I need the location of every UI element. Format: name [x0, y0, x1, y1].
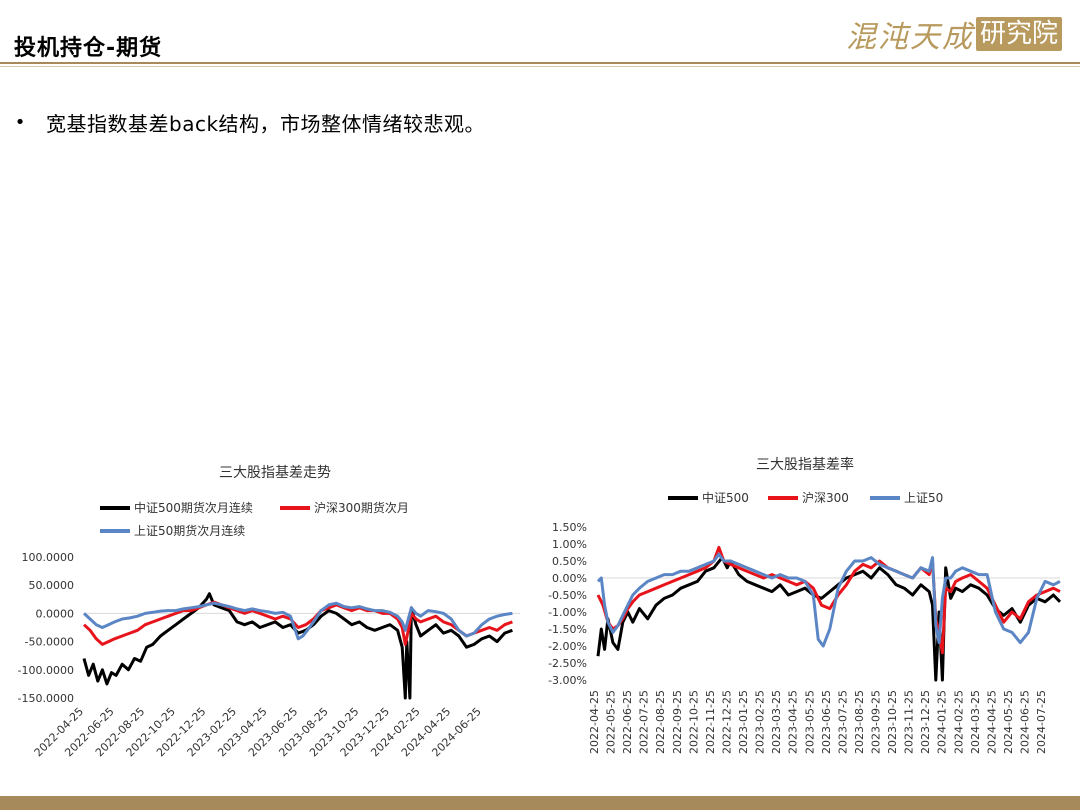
y-tick-label: -50.0000	[25, 636, 74, 649]
bullet-dot: •	[14, 112, 26, 133]
x-tick-label: 2022-06-25	[621, 690, 634, 754]
y-tick-label: -100.0000	[18, 664, 74, 677]
y-tick-label: 50.0000	[29, 579, 75, 592]
x-tick-label: 2023-02-25	[754, 690, 767, 754]
x-tick-label: 2022-11-25	[704, 690, 717, 754]
legend-label: 沪深300	[802, 491, 849, 505]
y-tick-label: -3.00%	[548, 674, 587, 687]
y-tick-label: -2.50%	[548, 657, 587, 670]
y-tick-label: 0.50%	[552, 555, 587, 568]
series-line-0	[596, 556, 1062, 682]
legend-label: 上证50	[904, 491, 943, 505]
x-tick-label: 2024-04-25	[985, 690, 998, 754]
y-tick-label: 100.0000	[22, 551, 75, 564]
x-tick-label: 2023-08-25	[853, 690, 866, 754]
x-tick-label: 2022-09-25	[671, 690, 684, 754]
y-tick-label: -2.00%	[548, 640, 587, 653]
footer-bar	[0, 796, 1080, 810]
brand-logo-text: 混沌天成	[846, 20, 974, 55]
chart-title: 三大股指基差走势	[219, 464, 331, 481]
y-tick-label: 0.0000	[36, 607, 75, 620]
header-divider-thin	[0, 66, 1080, 67]
y-tick-label: -150.0000	[18, 692, 74, 705]
x-tick-label: 2024-02-25	[952, 690, 965, 754]
series-line-2	[82, 601, 513, 641]
x-tick-label: 2023-12-25	[919, 690, 932, 754]
series-line-1	[596, 545, 1061, 655]
x-tick-label: 2023-09-25	[870, 690, 883, 754]
header-divider	[0, 62, 1080, 64]
y-tick-label: 1.50%	[552, 521, 587, 534]
x-tick-label: 2023-03-25	[770, 690, 783, 754]
y-tick-label: -0.50%	[548, 589, 587, 602]
x-tick-label: 2024-01-25	[936, 690, 949, 754]
x-tick-label: 2022-10-25	[687, 690, 700, 754]
x-tick-label: 2024-05-25	[1002, 690, 1015, 754]
legend-label: 上证50期货次月连续	[134, 523, 245, 538]
legend-label: 中证500期货次月连续	[134, 500, 253, 515]
x-tick-label: 2022-08-25	[654, 690, 667, 754]
legend-label: 沪深300期货次月	[314, 500, 409, 515]
bullet-text: 宽基指数基差back结构，市场整体情绪较悲观。	[46, 112, 486, 136]
y-tick-label: 0.00%	[552, 572, 587, 585]
brand-logo-box: 研究院	[976, 17, 1063, 51]
series-line-2	[596, 552, 1061, 648]
x-tick-label: 2022-12-25	[720, 690, 733, 754]
brand-logo: 混沌天成 研究院	[846, 16, 1063, 55]
x-tick-label: 2022-05-25	[605, 690, 618, 754]
series-line-0	[82, 592, 513, 700]
bullet-point: • 宽基指数基差back结构，市场整体情绪较悲观。	[10, 108, 485, 137]
y-tick-label: -1.00%	[548, 606, 587, 619]
x-tick-label: 2024-06-25	[1019, 690, 1032, 754]
x-tick-label: 2022-04-25	[588, 690, 601, 754]
x-tick-label: 2023-07-25	[836, 690, 849, 754]
page-title: 投机持仓-期货	[14, 36, 163, 61]
x-tick-label: 2023-06-25	[820, 690, 833, 754]
series-line-1	[82, 600, 513, 646]
x-tick-label: 2023-11-25	[903, 690, 916, 754]
x-tick-label: 2023-05-25	[803, 690, 816, 754]
chart-title: 三大股指基差率	[756, 456, 854, 473]
y-tick-label: -1.50%	[548, 623, 587, 636]
x-tick-label: 2024-03-25	[969, 690, 982, 754]
x-tick-label: 2023-01-25	[737, 690, 750, 754]
x-tick-label: 2023-10-25	[886, 690, 899, 754]
x-tick-label: 2023-04-25	[787, 690, 800, 754]
legend-label: 中证500	[702, 490, 749, 505]
y-tick-label: 1.00%	[552, 538, 587, 551]
x-tick-label: 2024-07-25	[1035, 690, 1048, 754]
x-tick-label: 2022-07-25	[638, 690, 651, 754]
